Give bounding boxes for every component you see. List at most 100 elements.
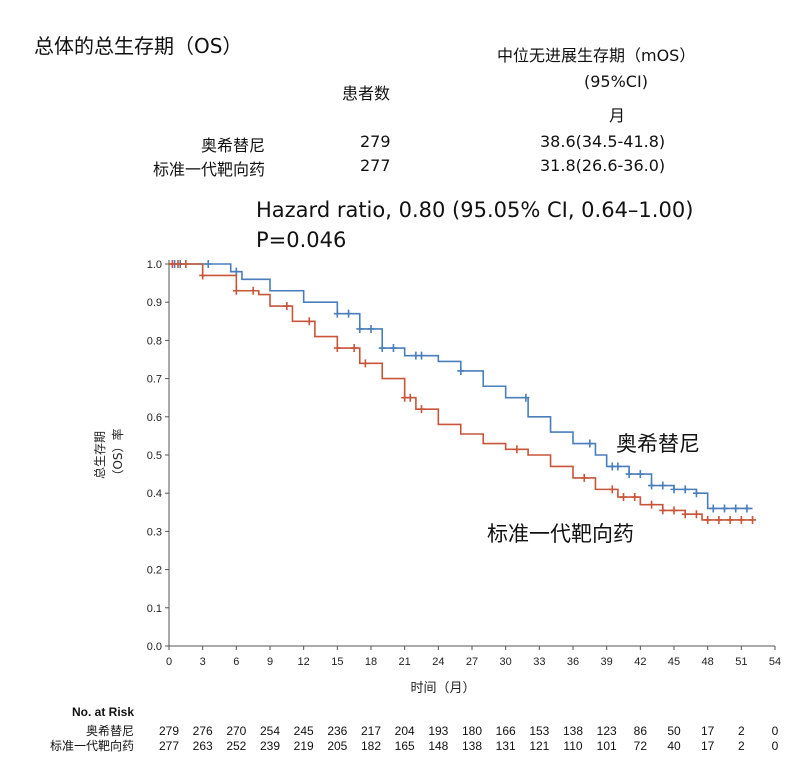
risk-count: 276: [193, 724, 213, 738]
risk-count: 270: [226, 724, 246, 738]
censor-mark: [726, 515, 734, 524]
censor-mark: [457, 366, 465, 375]
risk-row-label: 奥希替尼: [86, 723, 134, 738]
x-tick-label: 39: [601, 656, 613, 668]
risk-count: 180: [462, 724, 482, 738]
risk-count: 110: [563, 739, 582, 753]
x-tick-label: 36: [567, 656, 579, 668]
row-median: 38.6(34.5-41.8): [540, 132, 666, 151]
censor-mark: [174, 260, 182, 268]
y-tick-label: 0.6: [147, 412, 162, 424]
risk-count: 131: [496, 739, 516, 753]
median-unit-header: 月: [609, 106, 626, 125]
censor-mark: [709, 504, 717, 513]
y-axis-label: 总生存期: [93, 431, 107, 479]
censor-mark: [356, 324, 364, 333]
x-tick-label: 6: [233, 656, 239, 668]
risk-count: 166: [496, 724, 516, 738]
censor-mark: [670, 485, 678, 494]
x-tick-label: 33: [533, 656, 545, 668]
censor-mark: [367, 324, 375, 333]
x-tick-label: 0: [166, 656, 172, 668]
y-tick-label: 1.0: [147, 259, 162, 271]
x-tick-label: 9: [267, 656, 273, 668]
risk-count: 239: [260, 739, 280, 753]
risk-count: 217: [361, 724, 381, 738]
chart-title: 总体的总生存期（OS）: [34, 34, 243, 58]
y-axis-label: （OS）率: [110, 428, 125, 481]
censor-mark: [350, 344, 358, 353]
risk-count: 2: [738, 724, 745, 738]
censor-mark: [659, 506, 667, 515]
censor-mark: [749, 515, 757, 524]
x-tick-label: 48: [702, 656, 714, 668]
y-tick-label: 0.4: [147, 488, 162, 500]
risk-count: 86: [634, 724, 648, 738]
x-tick-label: 45: [668, 656, 680, 668]
censor-mark: [522, 393, 530, 402]
censor-mark: [721, 504, 728, 513]
km-curve-standard-tki: [169, 263, 753, 521]
censor-mark: [670, 506, 678, 515]
x-tick-label: 27: [466, 656, 478, 668]
risk-row-label: 标准一代靶向药: [50, 738, 134, 753]
risk-count: 277: [159, 739, 179, 753]
risk-count: 148: [428, 739, 448, 753]
censor-mark: [580, 473, 588, 482]
y-tick-label: 0.9: [147, 297, 162, 309]
censor-mark: [333, 344, 341, 353]
x-tick-label: 30: [500, 656, 512, 668]
risk-count: 138: [563, 724, 583, 738]
censor-mark: [681, 485, 689, 494]
censor-mark: [704, 515, 712, 524]
row-patients: 279: [360, 132, 391, 151]
row-name: 奥希替尼: [200, 136, 265, 155]
censor-mark: [182, 260, 190, 268]
risk-count: 204: [395, 724, 415, 738]
median-header: 中位无进展生存期（mOS）: [497, 46, 696, 65]
y-tick-label: 0.2: [147, 565, 162, 577]
risk-count: 182: [361, 739, 381, 753]
censor-mark: [361, 359, 369, 368]
risk-count: 236: [327, 724, 347, 738]
y-tick-label: 0.8: [147, 335, 162, 347]
risk-count: 165: [395, 739, 415, 753]
x-tick-label: 24: [432, 656, 444, 668]
risk-count: 50: [667, 724, 681, 738]
censor-mark: [199, 271, 207, 280]
censor-mark: [418, 351, 425, 360]
censor-mark: [418, 405, 425, 414]
curve-label-osimertinib: 奥希替尼: [616, 432, 700, 456]
censor-mark: [732, 504, 740, 513]
risk-count: 219: [294, 739, 314, 753]
x-tick-label: 15: [331, 656, 343, 668]
censor-mark: [614, 462, 622, 471]
row-name: 标准一代靶向药: [152, 160, 265, 179]
censor-mark: [692, 510, 700, 519]
censor-mark: [631, 493, 639, 502]
curve-label-standard: 标准一代靶向药: [487, 522, 634, 546]
censor-mark: [636, 470, 644, 479]
row-patients: 277: [360, 156, 391, 175]
y-tick-label: 0.5: [147, 450, 162, 462]
risk-count: 254: [260, 724, 280, 738]
km-curve-osimertinib: [169, 263, 753, 510]
censor-mark: [333, 309, 341, 318]
x-axis-label: 时间（月）: [410, 681, 475, 696]
y-tick-label: 0.3: [147, 526, 162, 538]
y-tick-label: 0.0: [147, 641, 162, 653]
x-tick-label: 18: [365, 656, 377, 668]
censor-mark: [648, 481, 656, 490]
censor-mark: [378, 344, 386, 353]
censor-mark: [305, 317, 313, 326]
censor-mark: [625, 470, 633, 479]
censor-mark: [620, 493, 627, 502]
censor-mark: [681, 510, 689, 519]
censor-mark: [692, 489, 700, 498]
risk-count: 101: [597, 739, 617, 753]
risk-table-title: No. at Risk: [72, 705, 134, 719]
patients-header: 患者数: [342, 84, 391, 103]
censor-mark: [737, 515, 745, 524]
censor-mark: [204, 260, 212, 268]
